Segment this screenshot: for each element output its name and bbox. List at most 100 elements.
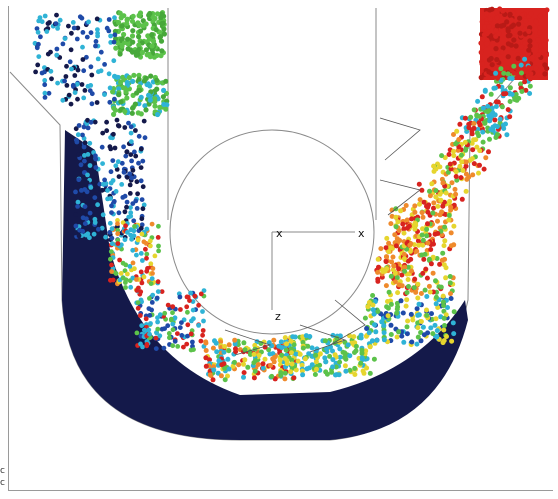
particle: [214, 349, 220, 355]
particle: [127, 182, 133, 188]
particle: [289, 350, 294, 356]
particle: [428, 247, 434, 252]
particle: [157, 333, 163, 339]
particle: [35, 62, 41, 68]
particle: [136, 133, 142, 139]
particle: [447, 198, 453, 204]
particle: [196, 302, 202, 308]
particle: [412, 226, 418, 232]
particle: [143, 107, 149, 113]
particle: [406, 284, 411, 289]
particle: [123, 153, 129, 159]
particle: [36, 54, 42, 59]
particle: [73, 223, 79, 229]
particle: [129, 33, 136, 39]
particle: [388, 245, 394, 251]
particle: [300, 372, 306, 378]
particle: [136, 72, 142, 78]
particle: [34, 26, 40, 31]
particle: [295, 358, 301, 364]
particle: [136, 87, 143, 94]
particle: [445, 305, 450, 310]
particle: [307, 334, 313, 339]
particle: [383, 283, 389, 289]
particle: [130, 78, 136, 84]
particle: [38, 34, 43, 40]
particle: [62, 78, 67, 84]
particle: [141, 274, 147, 280]
particle: [181, 344, 186, 350]
particle: [403, 203, 409, 208]
particle: [82, 204, 88, 210]
particle: [161, 31, 167, 37]
particle: [405, 225, 410, 231]
particle: [74, 137, 79, 143]
particle: [437, 164, 443, 170]
particle: [192, 293, 198, 299]
particle: [359, 355, 365, 361]
particle: [76, 152, 81, 158]
particle: [424, 307, 429, 313]
particle: [439, 153, 445, 159]
particle: [201, 288, 207, 293]
particle: [109, 262, 114, 268]
particle: [143, 246, 148, 252]
particle: [446, 217, 452, 223]
particle: [496, 31, 502, 37]
particle: [401, 251, 407, 257]
particle: [480, 105, 486, 111]
particle: [148, 281, 154, 286]
particle: [101, 181, 106, 187]
particle: [386, 289, 392, 295]
particle: [500, 45, 506, 51]
particle: [74, 36, 80, 42]
particle: [384, 304, 390, 310]
particle: [119, 160, 125, 166]
particle: [73, 212, 79, 218]
particle: [114, 74, 120, 80]
particle: [190, 339, 195, 345]
particle: [82, 221, 88, 227]
particle: [100, 212, 106, 218]
particle: [95, 56, 101, 62]
particle: [537, 24, 543, 31]
particle: [108, 180, 114, 186]
particle: [543, 37, 549, 43]
particle: [446, 152, 452, 157]
particle: [155, 319, 161, 325]
coordinate-axes: [271, 231, 355, 310]
particle: [425, 221, 430, 227]
particle: [109, 235, 115, 241]
particle: [119, 182, 125, 187]
particle: [322, 338, 328, 344]
particle: [487, 7, 493, 13]
particle: [104, 128, 110, 134]
particle: [451, 309, 457, 315]
particle: [493, 104, 499, 109]
particle: [81, 68, 87, 74]
particle: [107, 229, 113, 235]
axis-label-right-x: x: [358, 227, 365, 240]
particle: [441, 338, 447, 344]
particle: [108, 33, 113, 39]
particle: [403, 303, 409, 309]
particle: [489, 62, 495, 68]
particle: [245, 364, 251, 370]
particle: [168, 316, 174, 322]
particle: [134, 179, 140, 185]
particle: [111, 39, 117, 45]
particle: [437, 191, 443, 197]
particle: [399, 272, 405, 278]
particle: [501, 70, 507, 76]
particle: [172, 338, 178, 344]
particle: [102, 177, 107, 183]
particle: [425, 204, 431, 210]
particle: [463, 147, 469, 153]
particle: [317, 351, 323, 357]
particle: [498, 66, 504, 72]
particle: [452, 186, 458, 192]
particle: [485, 29, 491, 35]
particle: [314, 366, 319, 372]
particle: [459, 152, 464, 158]
particle: [375, 269, 381, 275]
